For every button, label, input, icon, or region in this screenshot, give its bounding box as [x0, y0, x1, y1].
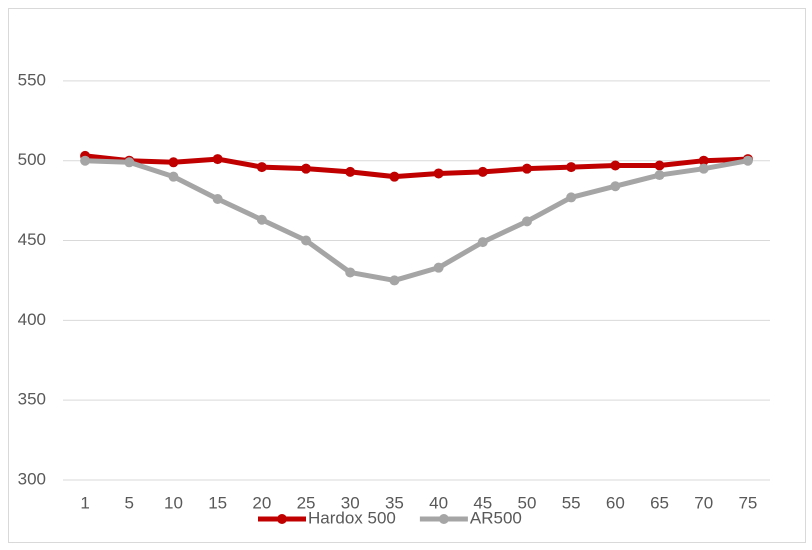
- y-tick-label: 550: [18, 70, 46, 89]
- x-tick-label: 1: [80, 493, 89, 512]
- point: [433, 168, 444, 179]
- point: [256, 214, 267, 225]
- point: [433, 262, 444, 273]
- legend-marker: [277, 514, 287, 524]
- x-tick-label: 70: [694, 493, 713, 512]
- legend-marker: [438, 514, 449, 524]
- series-line: [85, 158, 749, 283]
- x-tick-label: 60: [606, 493, 625, 512]
- point: [521, 163, 532, 174]
- point: [566, 162, 577, 173]
- x-tick-label: 50: [518, 493, 537, 512]
- y-tick-label: 500: [18, 150, 46, 169]
- legend-label: Hardox 500: [308, 508, 396, 527]
- point: [610, 181, 621, 192]
- x-tick-label: 75: [738, 493, 757, 512]
- point: [389, 275, 400, 286]
- y-tick-label: 300: [18, 469, 46, 488]
- point: [654, 160, 665, 171]
- point: [477, 166, 488, 177]
- y-tick-label: 350: [18, 390, 46, 409]
- x-tick-label: 35: [385, 493, 404, 512]
- point: [521, 216, 532, 227]
- point: [698, 163, 709, 174]
- point: [566, 192, 577, 203]
- y-tick-label: 400: [18, 310, 46, 329]
- x-tick-label: 55: [562, 493, 581, 512]
- x-tick-label: 30: [341, 493, 360, 512]
- point: [80, 155, 91, 166]
- point: [742, 155, 753, 166]
- point: [477, 237, 488, 248]
- point: [610, 160, 621, 171]
- point: [212, 154, 223, 165]
- point: [212, 194, 223, 205]
- point: [345, 267, 356, 278]
- point: [301, 235, 312, 246]
- series-line: [84, 153, 748, 180]
- point: [168, 171, 179, 182]
- legend-label: AR500: [470, 508, 522, 527]
- x-tick-label: 65: [650, 493, 669, 512]
- point: [124, 157, 135, 168]
- x-tick-label: 10: [164, 493, 183, 512]
- x-tick-label: 20: [252, 493, 271, 512]
- x-tick-label: 15: [208, 493, 227, 512]
- point: [168, 157, 179, 168]
- point: [654, 170, 665, 181]
- point: [301, 163, 312, 174]
- y-tick-label: 450: [18, 230, 46, 249]
- x-tick-label: 5: [125, 493, 134, 512]
- point: [256, 162, 267, 173]
- x-tick-label: 25: [297, 493, 316, 512]
- x-tick-label: 45: [473, 493, 492, 512]
- point: [389, 171, 400, 182]
- point: [345, 166, 356, 177]
- x-tick-label: 40: [429, 493, 448, 512]
- point: [698, 155, 709, 166]
